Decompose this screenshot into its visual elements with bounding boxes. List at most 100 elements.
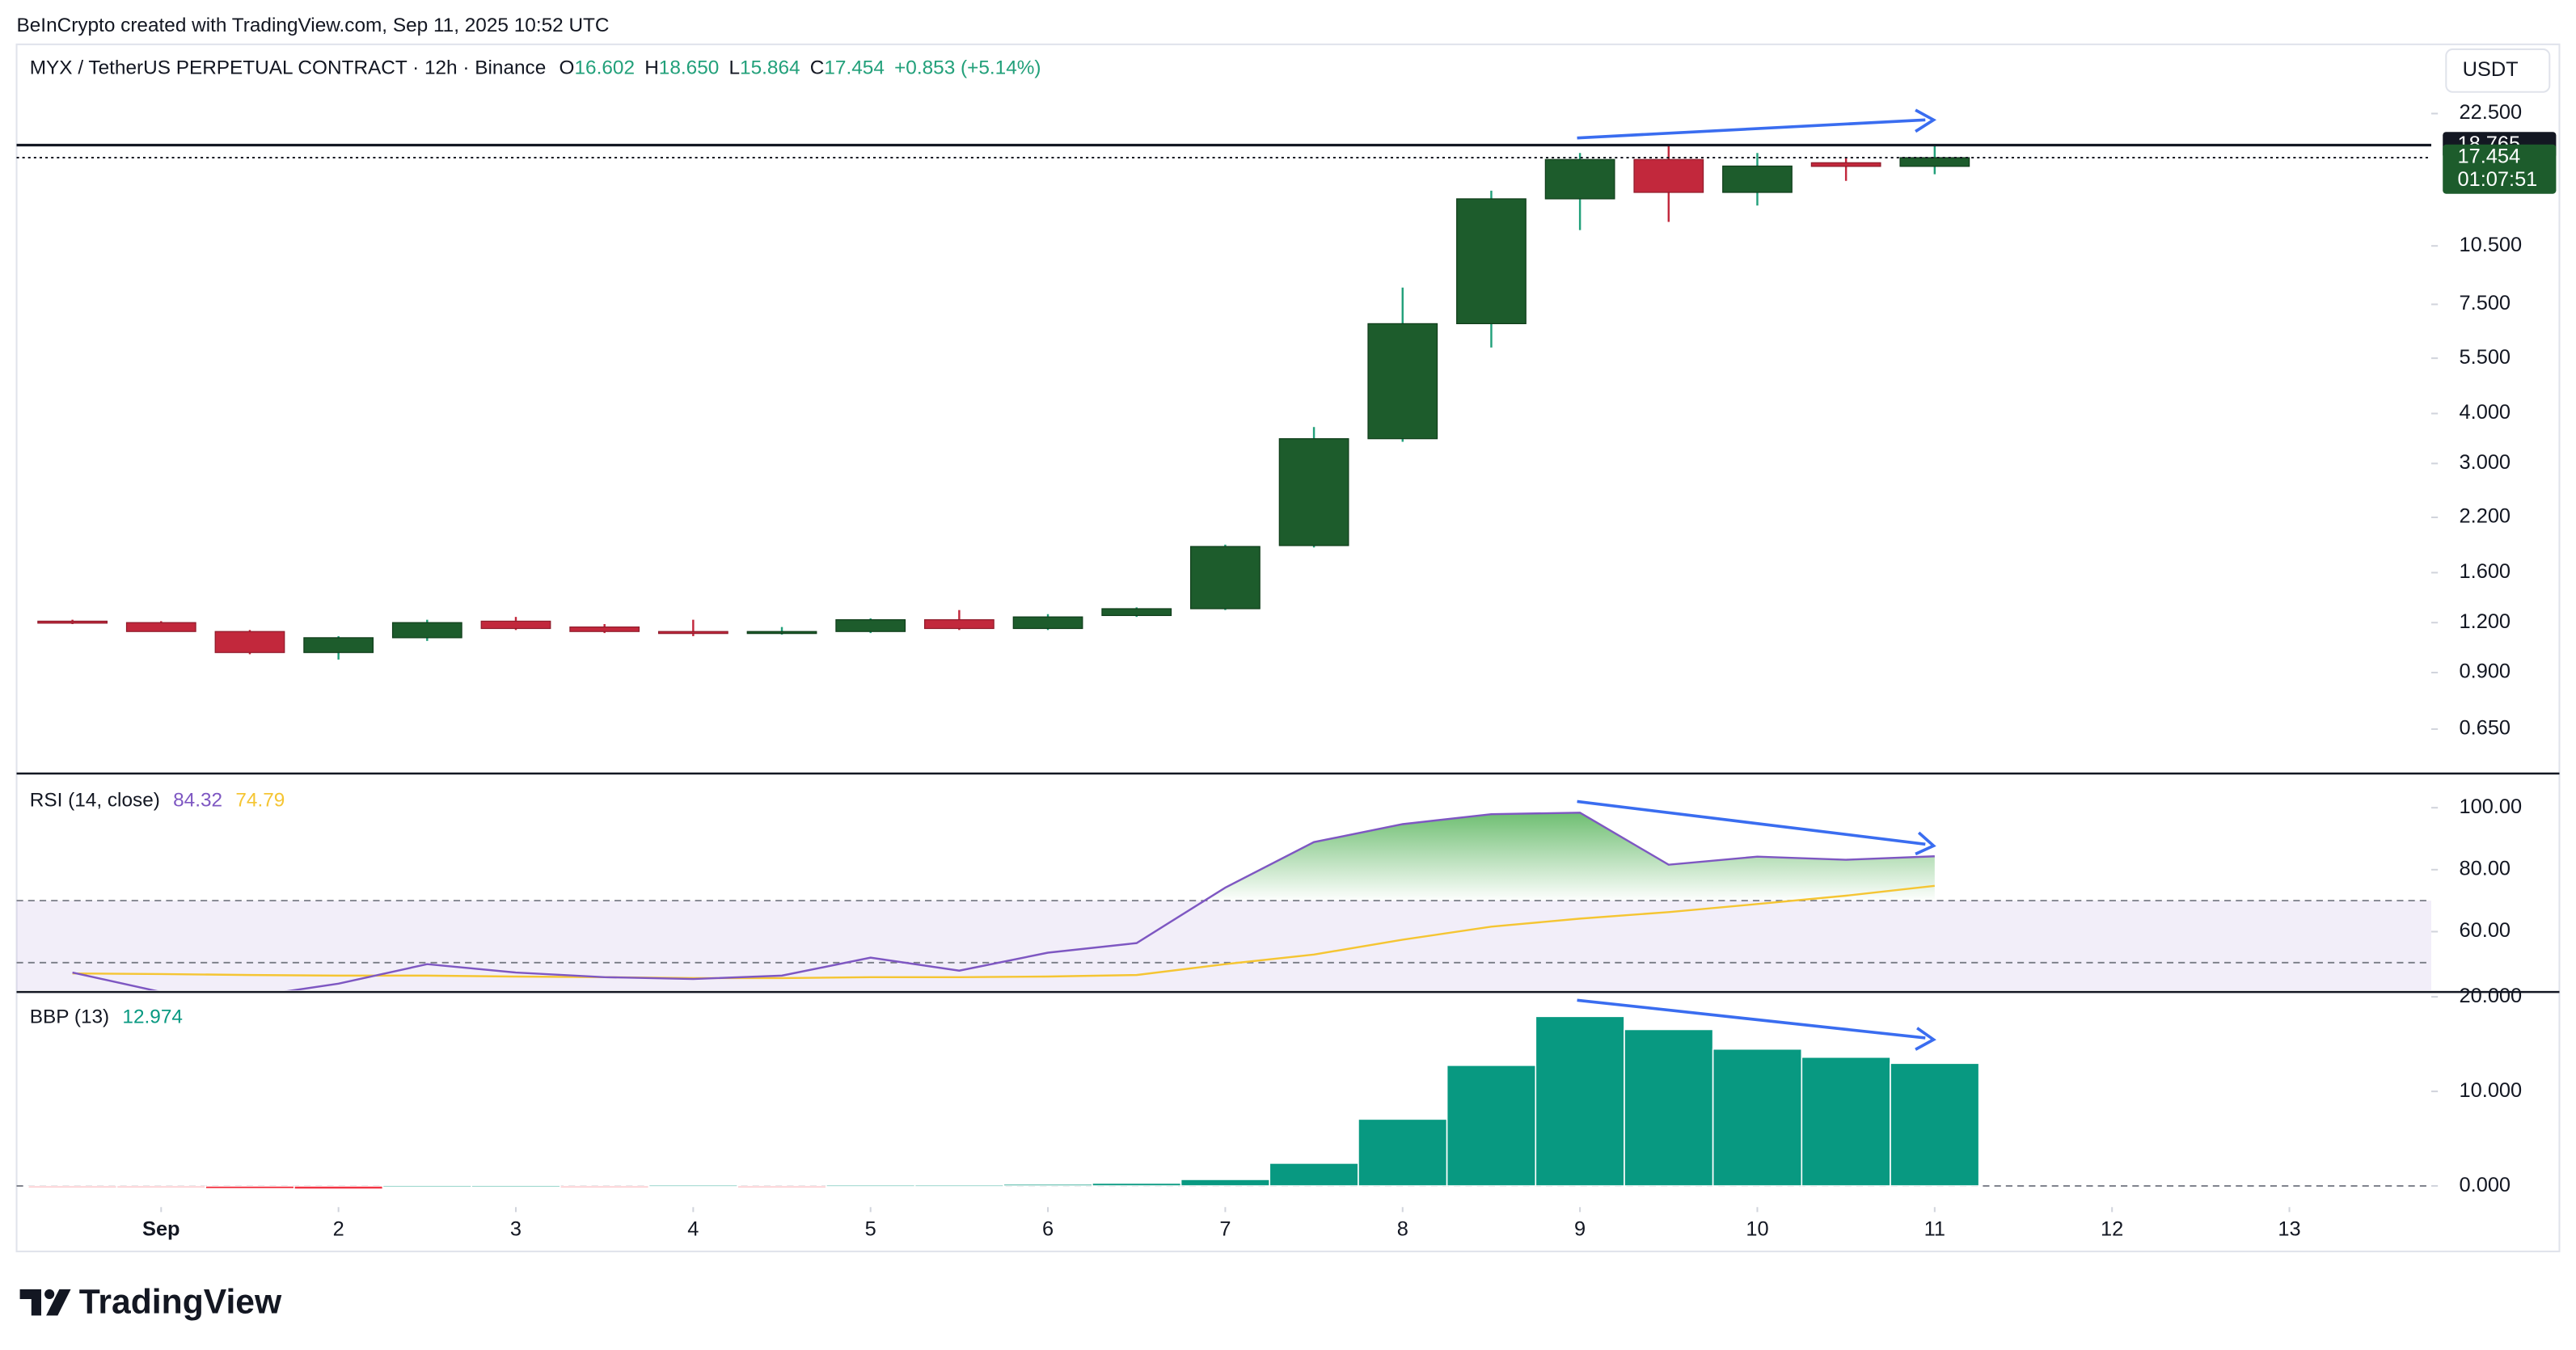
candle-body: [1544, 158, 1615, 200]
x-tick-label: 13: [2278, 1217, 2300, 1240]
price-pane: [16, 143, 2432, 660]
x-tick-label: 3: [510, 1217, 522, 1240]
series-line: [72, 884, 1935, 980]
candle-body: [1012, 616, 1083, 630]
candle-body: [1278, 438, 1349, 546]
y-tick-label: 0.900: [2460, 660, 2511, 683]
y-tick-label: 7.500: [2460, 292, 2511, 314]
candle-body: [37, 620, 108, 624]
y-tick-label: 10.500: [2460, 234, 2523, 256]
bar: [116, 1185, 206, 1188]
y-tick-label: 3.000: [2460, 451, 2511, 474]
arrow-head: [1915, 831, 1936, 856]
bar: [1890, 1062, 1980, 1187]
arrow-head: [1915, 1027, 1936, 1051]
legend-key: L: [729, 57, 741, 79]
x-tick-label: 10: [1746, 1217, 1768, 1240]
bar: [471, 1184, 561, 1188]
legend-value: 18.650: [659, 57, 720, 79]
x-tick-label: 7: [1219, 1217, 1231, 1240]
logo-mark: [19, 1289, 41, 1316]
legend-value: 74.79: [235, 790, 285, 812]
legend-value: 84.32: [173, 790, 222, 812]
legend: RSI (14, close) 84.32 74.79: [30, 790, 285, 812]
legend-value: 12.974: [122, 1006, 183, 1028]
bar: [1269, 1162, 1359, 1187]
x-tick-label: 5: [865, 1217, 876, 1240]
candle-body: [657, 631, 728, 635]
x-tick-label: 8: [1397, 1217, 1408, 1240]
candle-body: [1810, 162, 1881, 167]
y-tick-label: 100.00: [2460, 795, 2523, 818]
candle-body: [480, 620, 551, 630]
x-tick-label: 11: [1924, 1217, 1945, 1240]
candle-body: [214, 631, 285, 653]
y-tick-label: 60.00: [2460, 919, 2511, 942]
legend-title: MYX / TetherUS PERPETUAL CONTRACT · 12h …: [30, 57, 547, 79]
bar: [293, 1185, 384, 1190]
candle-body: [923, 619, 995, 630]
bar: [1535, 1015, 1625, 1187]
candle-body: [835, 619, 906, 632]
legend: BBP (13) 12.974: [30, 1006, 183, 1028]
legend-value: 15.864: [740, 57, 800, 79]
legend-key: H: [644, 57, 659, 79]
trend-arrows: [1577, 108, 1937, 1051]
y-tick-label: 20.000: [2460, 985, 2523, 1007]
bar: [205, 1185, 295, 1190]
x-tick-label: 9: [1574, 1217, 1586, 1240]
bar: [1624, 1028, 1714, 1187]
y-tick-label: 0.000: [2460, 1174, 2511, 1196]
y-tick-label: 1.600: [2460, 560, 2511, 583]
bar: [826, 1184, 916, 1188]
legend-title: BBP (13): [30, 1006, 109, 1028]
candle-body: [1633, 158, 1704, 193]
arrow-head: [1915, 108, 1937, 133]
y-tick-label: 0.650: [2460, 717, 2511, 740]
candle-body: [1899, 157, 1970, 167]
candle-body: [303, 637, 374, 653]
last-price-label: 17.454: [2458, 146, 2521, 168]
bar: [648, 1184, 739, 1188]
bbp-pane: [16, 1015, 2432, 1190]
arrow: [1577, 799, 1926, 846]
bar: [737, 1185, 827, 1188]
header-text: BeInCrypto created with TradingView.com,…: [17, 15, 610, 36]
x-tick-label: 6: [1042, 1217, 1054, 1240]
candle-body: [1456, 198, 1527, 325]
x-tick-label: 4: [687, 1217, 699, 1240]
bar: [1801, 1056, 1891, 1187]
legend-change: +0.853 (+5.14%): [894, 57, 1041, 79]
x-tick-label: 12: [2101, 1217, 2123, 1240]
rsi-pane: [16, 812, 2432, 991]
legend-value: 17.454: [824, 57, 885, 79]
y-tick-label: 22.500: [2460, 101, 2523, 124]
bar: [1712, 1048, 1803, 1187]
legend-title: RSI (14, close): [30, 790, 160, 812]
y-tick-label: 2.200: [2460, 505, 2511, 528]
arrow: [1577, 998, 1926, 1040]
currency-label[interactable]: USDT: [2463, 58, 2519, 81]
candle-body: [1367, 323, 1438, 440]
x-tick-label: 2: [333, 1217, 344, 1240]
legend-key: C: [810, 57, 825, 79]
candle-body: [569, 626, 640, 632]
y-tick-label: 4.000: [2460, 401, 2511, 424]
logo-mark: [46, 1289, 71, 1316]
bar: [1092, 1182, 1182, 1187]
last-price-box: [2443, 144, 2557, 194]
countdown: 01:07:51: [2458, 168, 2538, 191]
bar: [27, 1185, 118, 1188]
legend: MYX / TetherUS PERPETUAL CONTRACT · 12h …: [30, 57, 1041, 79]
bar: [560, 1185, 650, 1188]
brand-name: TradingView: [79, 1282, 282, 1321]
legend-key: O: [560, 57, 575, 79]
overbought-fill: [72, 812, 1935, 901]
chart-frame: [15, 43, 2561, 1253]
candle-body: [1722, 165, 1793, 193]
bar: [1358, 1118, 1448, 1187]
legend-value: 16.602: [575, 57, 636, 79]
currency-button[interactable]: [2445, 48, 2551, 93]
